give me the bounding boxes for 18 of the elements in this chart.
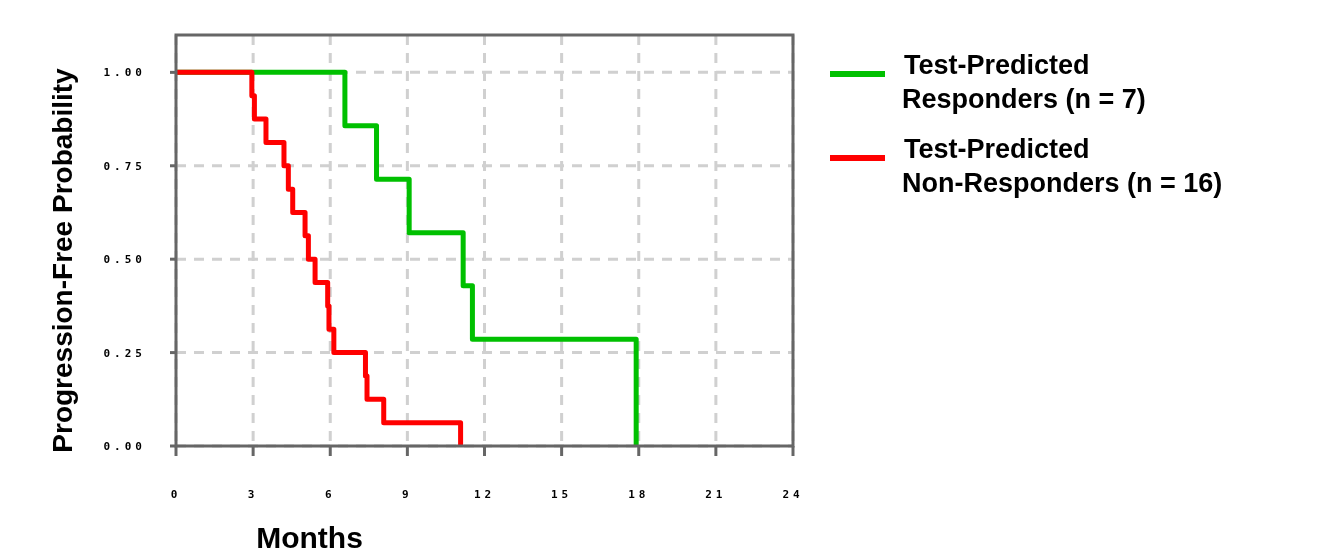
x-tick-label: 21	[705, 488, 727, 501]
legend-label: Test-Predicted Non-Responders (n = 16)	[902, 134, 1223, 198]
x-tick-label: 18	[628, 488, 650, 501]
y-axis-title: Progression-Free Probability	[47, 67, 78, 453]
x-tick-label: 3	[247, 488, 259, 501]
y-tick-label: 1.00	[103, 66, 146, 80]
x-tick-label: 15	[551, 488, 573, 501]
x-tick-label: 9	[402, 488, 413, 501]
y-tick-label: 0.75	[103, 159, 146, 173]
y-tick-label: 0.50	[103, 253, 146, 267]
y-tick-label: 0.25	[103, 346, 146, 360]
x-axis-title: Months	[256, 521, 363, 552]
y-tick-label: 0.00	[103, 440, 146, 453]
legend-label: Test-Predicted Responders (n = 7)	[902, 50, 1146, 114]
x-tick-label: 0	[170, 488, 182, 501]
x-tick-label: 6	[324, 488, 336, 501]
x-tick-label: 24	[782, 488, 804, 501]
x-tick-label: 12	[473, 488, 496, 501]
